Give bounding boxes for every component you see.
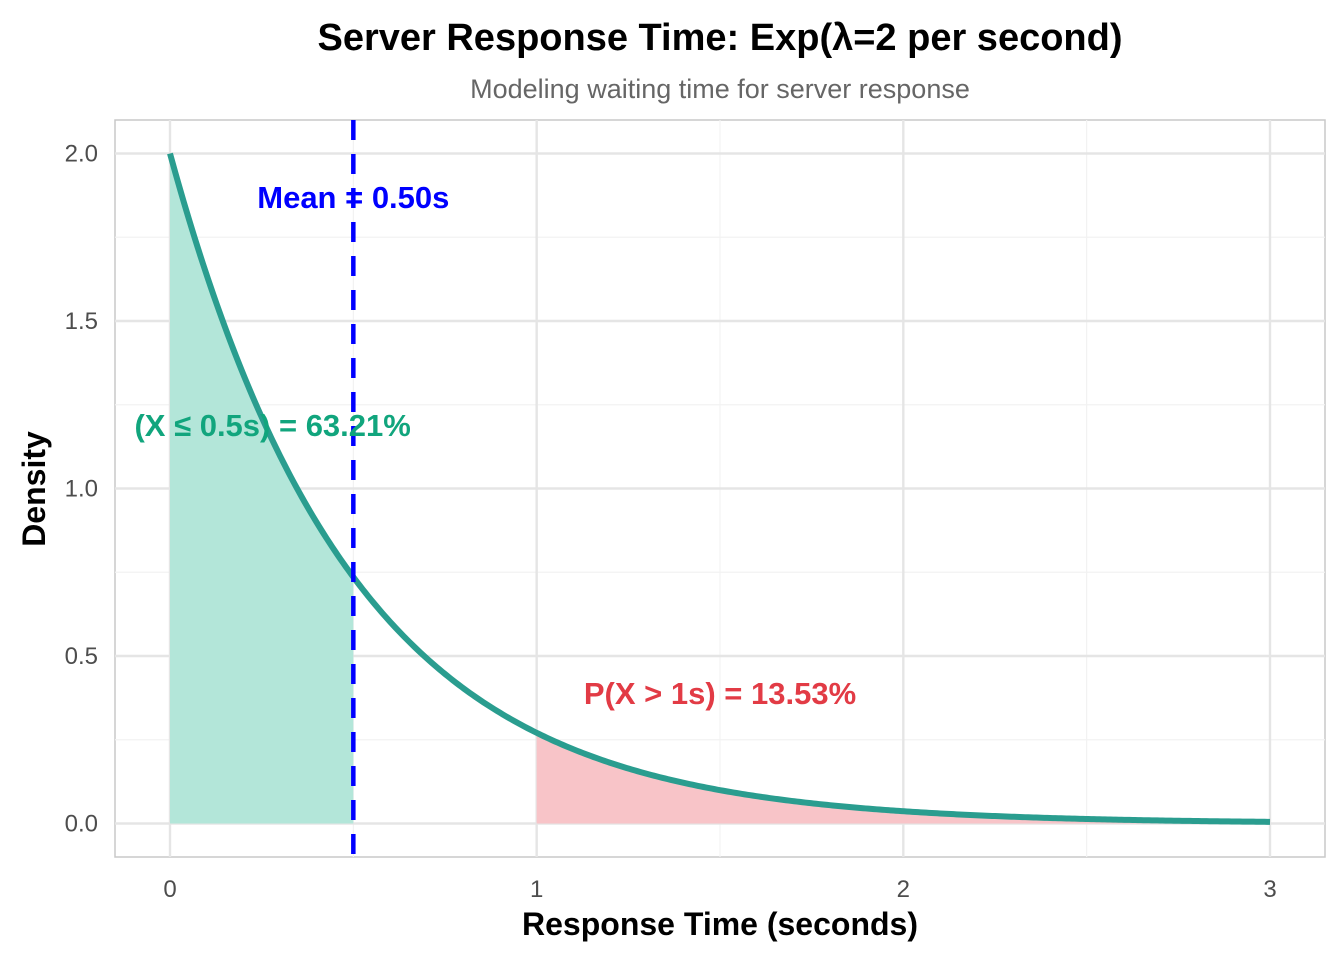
chart-subtitle: Modeling waiting time for server respons…	[470, 74, 970, 104]
x-tick-label: 1	[530, 876, 543, 903]
y-tick-label: 2.0	[65, 141, 98, 168]
x-axis-ticks: 0 1 2 3	[163, 876, 1276, 903]
y-tick-label: 0.0	[65, 811, 98, 838]
y-tick-label: 1.5	[65, 308, 98, 335]
plot-panel: Mean = 0.50s (X ≤ 0.5s) = 63.21% P(X > 1s)…	[114, 119, 1326, 858]
shaded-areas	[170, 153, 1270, 824]
shaded-region-1	[170, 153, 354, 824]
x-tick-label: 0	[163, 876, 176, 903]
annotations: Mean = 0.50s (X ≤ 0.5s) = 63.21% P(X > 1s)…	[134, 180, 856, 711]
annotation-2: (X ≤ 0.5s) = 63.21%	[134, 408, 410, 443]
x-tick-label: 2	[897, 876, 910, 903]
x-tick-label: 3	[1263, 876, 1276, 903]
shaded-region-2	[536, 732, 1270, 824]
annotation-1: Mean = 0.50s	[257, 180, 449, 215]
y-axis-ticks: 0.0 0.5 1.0 1.5 2.0	[65, 141, 98, 838]
chart-title: Server Response Time: Exp(λ=2 per second…	[317, 17, 1122, 59]
y-axis-title: Density	[16, 431, 52, 547]
x-axis-title: Response Time (seconds)	[522, 906, 918, 942]
annotation-3: P(X > 1s) = 13.53%	[584, 676, 856, 711]
y-tick-label: 1.0	[65, 476, 98, 503]
y-tick-label: 0.5	[65, 643, 98, 670]
